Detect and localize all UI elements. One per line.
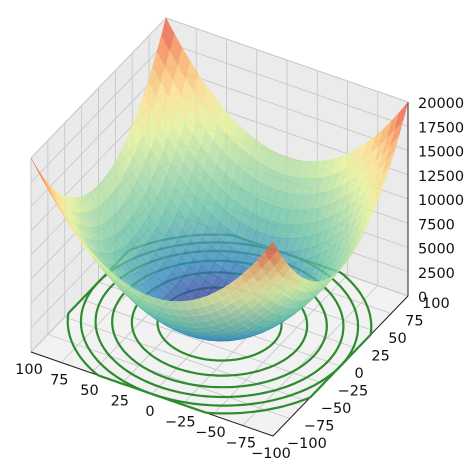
x-tick-label: 50 — [80, 383, 98, 399]
x-tick-label: −100 — [251, 446, 291, 462]
y-tick-label: 100 — [422, 296, 450, 312]
z-tick-label: 15000 — [418, 145, 464, 161]
z-tick-label: 12500 — [418, 169, 464, 185]
surface — [30, 17, 409, 342]
tick-labels: −100−75−50−250255075100−100−75−50−250255… — [15, 96, 464, 462]
z-tick-label: 10000 — [418, 193, 464, 209]
y-tick-label: −100 — [287, 436, 327, 452]
grid-line — [30, 41, 167, 183]
x-tick-label: −75 — [225, 436, 256, 452]
y-tick-label: −25 — [338, 384, 369, 400]
surface-facet — [264, 241, 278, 260]
y-tick-label: −50 — [321, 401, 352, 417]
x-tick-label: −25 — [165, 415, 196, 431]
z-tick-label: 2500 — [418, 266, 455, 282]
y-tick-label: −75 — [304, 419, 335, 435]
x-tick-label: 0 — [145, 404, 154, 420]
y-tick-label: 50 — [388, 331, 406, 347]
z-tick-label: 7500 — [418, 217, 455, 233]
grid-line — [81, 299, 324, 384]
z-tick-label: 20000 — [418, 96, 464, 112]
x-tick-label: 75 — [50, 373, 68, 389]
z-tick-label: 0 — [418, 290, 427, 306]
grid-line — [64, 316, 307, 402]
grid-line — [165, 41, 409, 127]
grid-line — [165, 17, 409, 103]
x-tick-label: −50 — [195, 425, 226, 441]
x-tick-label: 25 — [111, 394, 129, 410]
y-tick-label: 75 — [405, 314, 423, 330]
grid-line — [30, 66, 167, 207]
z-tick-label: 5000 — [418, 242, 455, 258]
grid-line — [30, 17, 167, 159]
y-tick-label: 0 — [355, 366, 364, 382]
y-tick-label: 25 — [371, 349, 389, 365]
x-tick-label: 100 — [15, 362, 43, 378]
z-tick-label: 17500 — [418, 120, 464, 136]
grid-line — [165, 66, 409, 151]
